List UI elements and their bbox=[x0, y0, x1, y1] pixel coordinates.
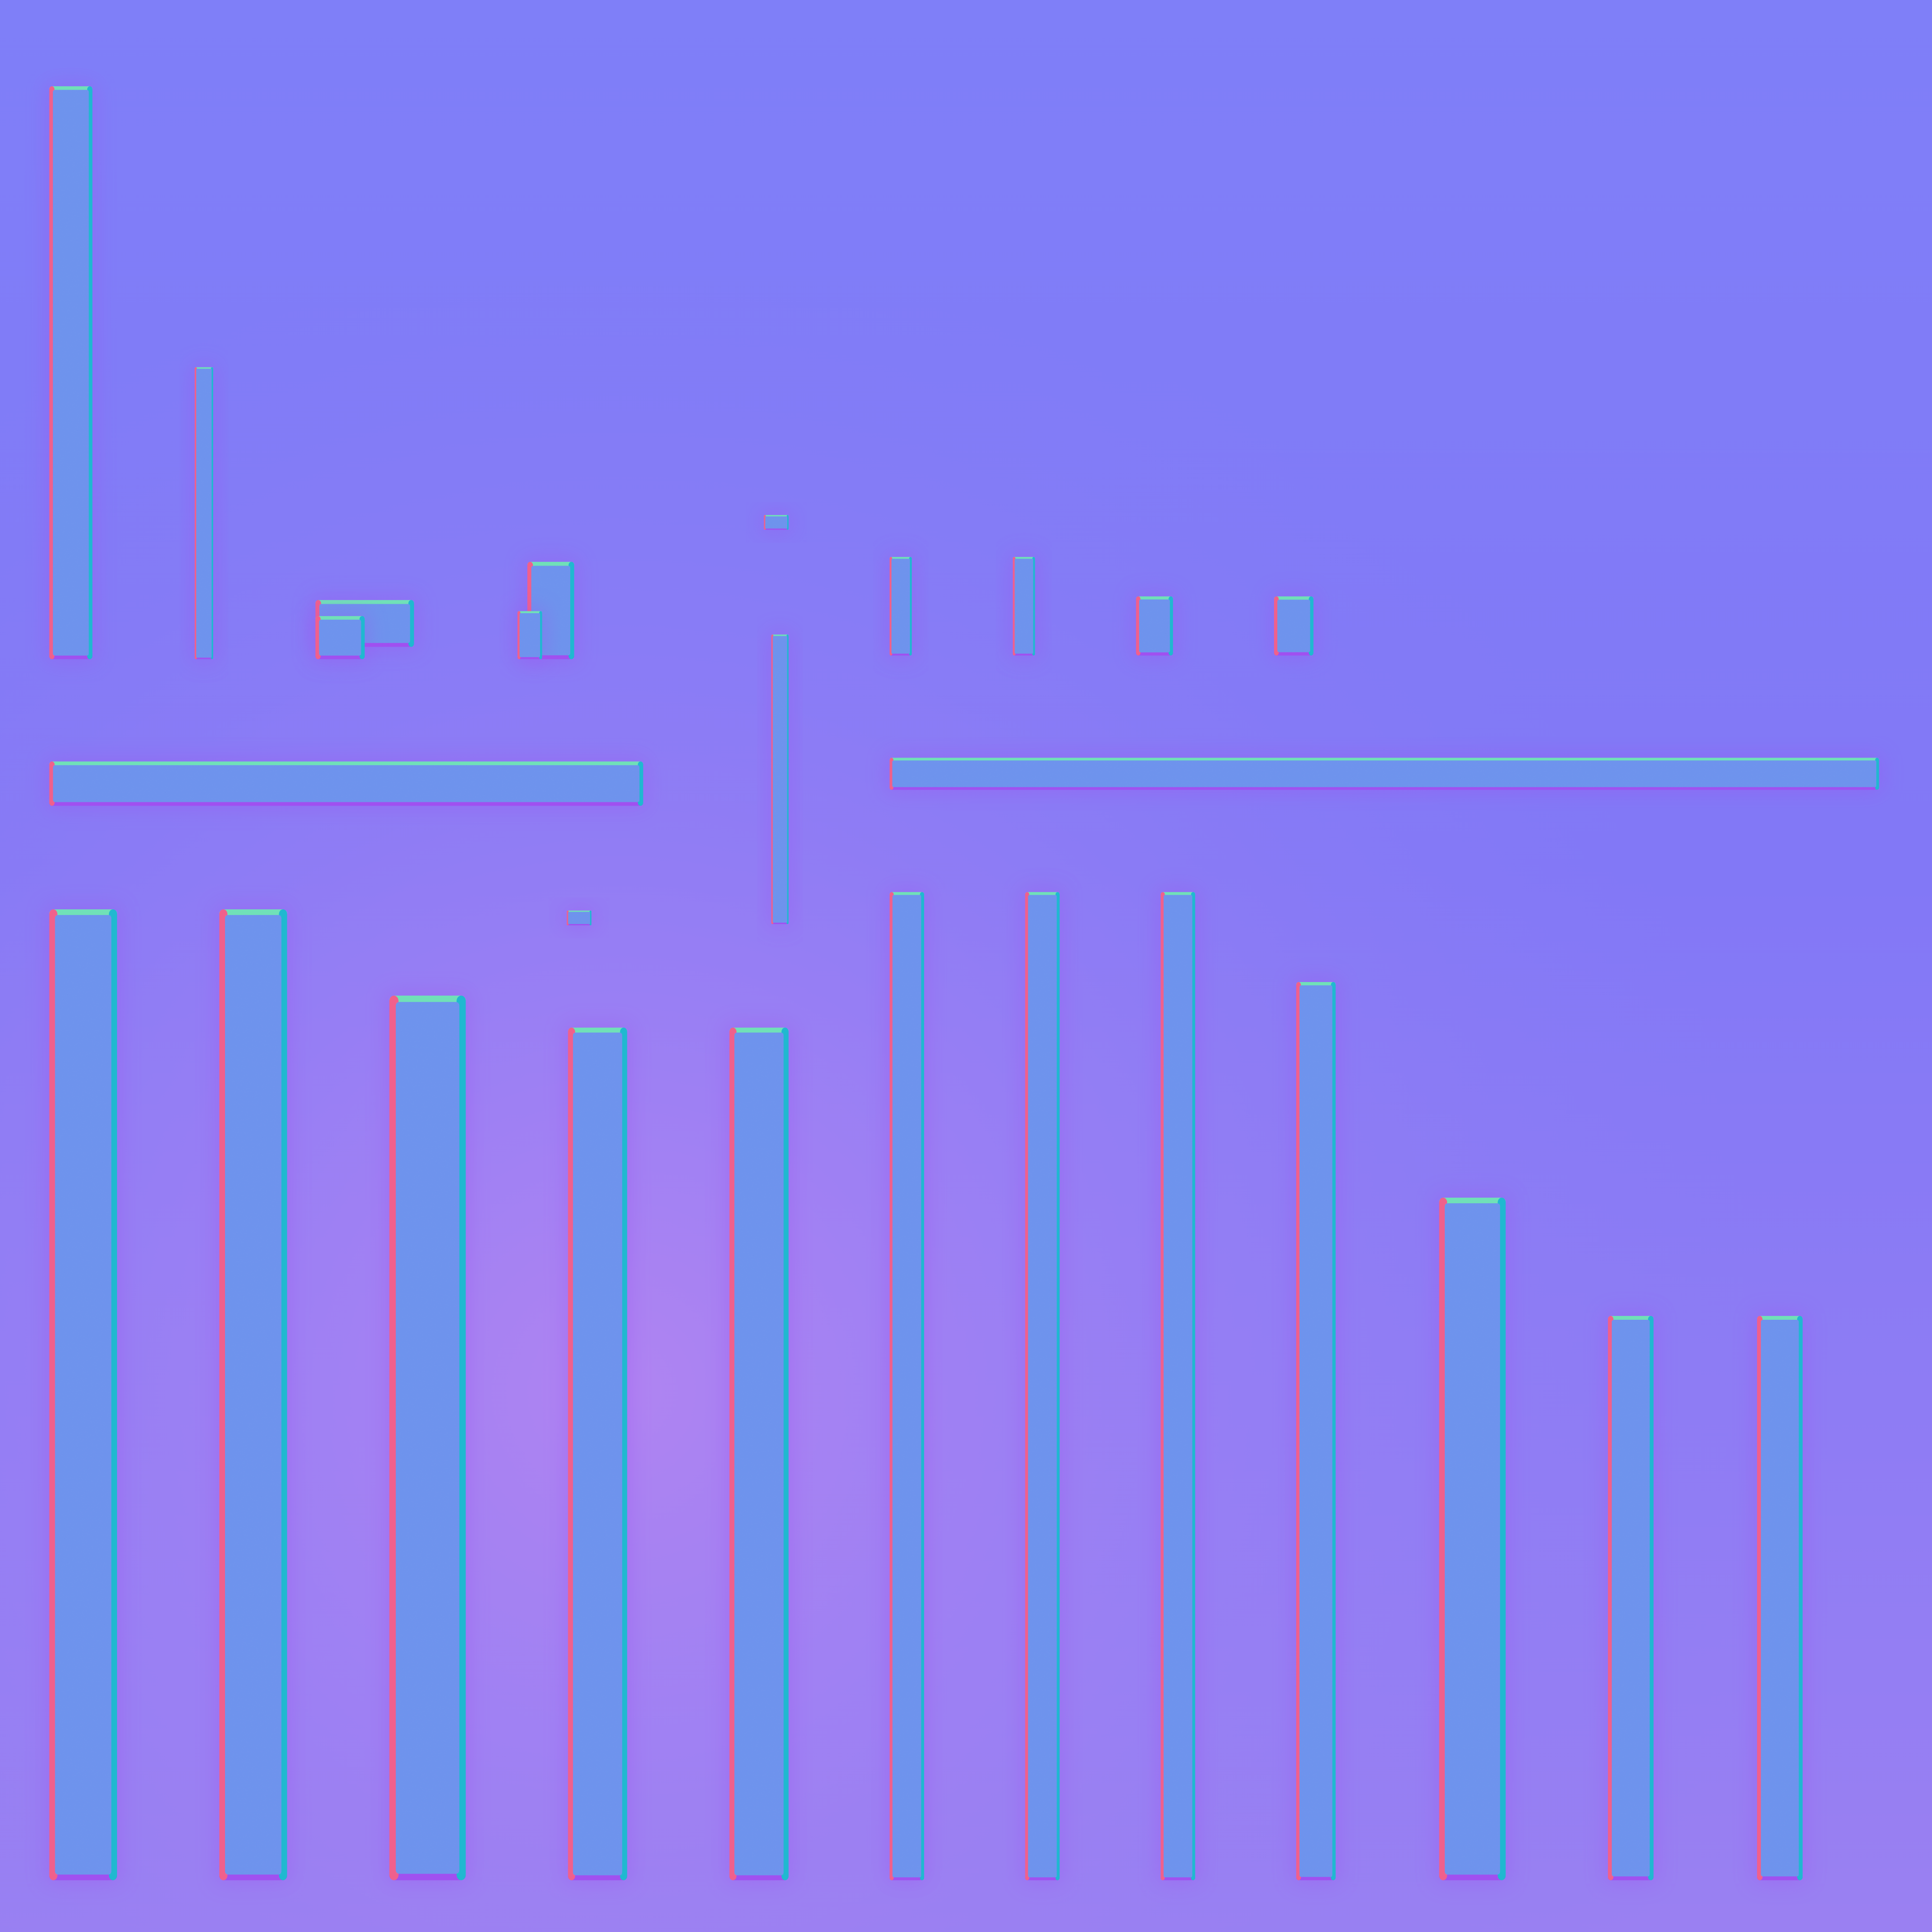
embossed-strip bbox=[192, 364, 216, 662]
embossed-strip bbox=[887, 889, 927, 1883]
embossed-strip bbox=[1605, 1313, 1657, 1883]
embossed-strip bbox=[1133, 593, 1176, 658]
embossed-strip bbox=[216, 906, 290, 1883]
strip-grain bbox=[55, 915, 112, 1875]
embossed-strip bbox=[1436, 1195, 1509, 1883]
strip-grain bbox=[53, 90, 89, 656]
embossed-strip bbox=[887, 554, 915, 658]
strip-grain bbox=[1163, 895, 1192, 1878]
strip-grain bbox=[1299, 985, 1332, 1877]
embossed-strip bbox=[46, 83, 95, 662]
embossed-strip bbox=[1158, 889, 1198, 1883]
strip-layer bbox=[46, 83, 1882, 1883]
strip-grain bbox=[1761, 1319, 1799, 1877]
strip-grain bbox=[1444, 1203, 1500, 1875]
strip-grain bbox=[196, 368, 212, 658]
embossed-strip bbox=[565, 1024, 630, 1883]
strip-grain bbox=[519, 613, 540, 658]
strip-grain bbox=[53, 765, 640, 802]
strip-grain bbox=[1139, 599, 1170, 653]
strip-grain bbox=[773, 636, 787, 923]
embossed-strip bbox=[726, 1024, 791, 1883]
embossed-strip bbox=[312, 613, 368, 662]
embossed-strip bbox=[1754, 1313, 1806, 1883]
embossed-strip bbox=[1293, 979, 1339, 1883]
embossed-strip bbox=[1010, 554, 1038, 658]
strip-grain bbox=[1277, 600, 1310, 652]
strip-grain bbox=[1028, 895, 1057, 1878]
embossed-strip bbox=[564, 908, 594, 928]
strip-grain bbox=[1612, 1319, 1650, 1877]
strip-grain bbox=[225, 915, 282, 1875]
strip-grain bbox=[568, 912, 591, 924]
embossed-strip bbox=[46, 906, 120, 1883]
strip-grain bbox=[892, 895, 922, 1878]
embossed-strip bbox=[1271, 593, 1316, 658]
embossed-strip bbox=[887, 755, 1882, 793]
embossed-strip bbox=[386, 992, 469, 1883]
embossed-strip bbox=[515, 608, 545, 662]
strip-grain bbox=[892, 760, 1876, 787]
strip-grain bbox=[891, 558, 910, 654]
strip-grain bbox=[573, 1033, 623, 1875]
strip-grain bbox=[765, 516, 788, 529]
embossed-strip bbox=[46, 758, 646, 809]
strip-grain bbox=[319, 619, 361, 656]
embossed-strip bbox=[1022, 889, 1063, 1883]
strip-grain bbox=[396, 1002, 459, 1874]
embossed-strip bbox=[761, 512, 791, 533]
strip-grain bbox=[734, 1033, 784, 1875]
strip-grain bbox=[1015, 558, 1033, 654]
embossed-strip bbox=[768, 632, 791, 927]
